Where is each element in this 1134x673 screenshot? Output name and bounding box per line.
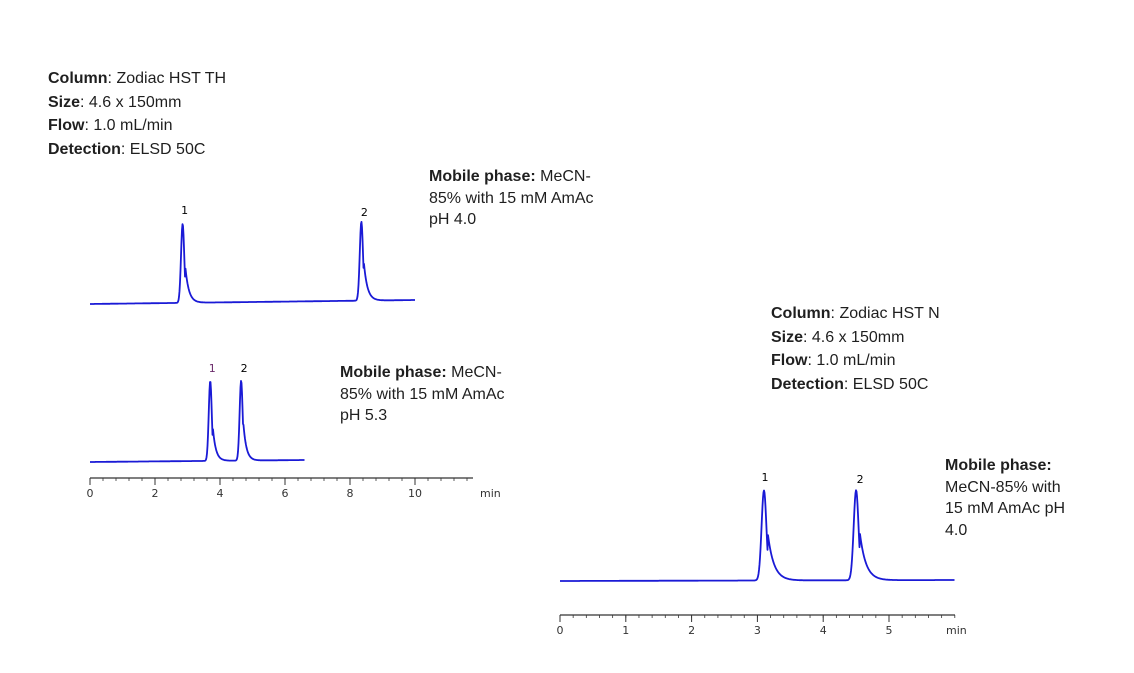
size-value: 4.6 x 150mm — [811, 328, 905, 346]
x-tick-label: 10 — [408, 487, 422, 500]
x-tick-label: 6 — [282, 487, 289, 500]
size-row: Size: 4.6 x 150mm — [771, 326, 940, 350]
x-tick-label: 0 — [87, 487, 94, 500]
mobile-phase-text: 4.0 — [945, 521, 968, 539]
separator: : — [803, 328, 812, 346]
x-tick-label: 1 — [622, 624, 629, 637]
mobile-phase-line: Mobile phase: — [945, 455, 1065, 477]
column-row: Column: Zodiac HST N — [771, 302, 940, 326]
detection-row: Detection: ELSD 50C — [771, 373, 940, 397]
x-axis-unit: min — [480, 487, 501, 500]
column-row: Column: Zodiac HST TH — [48, 67, 226, 91]
x-tick-label: 8 — [347, 487, 354, 500]
chromatogram-trace — [89, 221, 416, 305]
column-value: Zodiac HST N — [839, 305, 940, 322]
mobile-phase-text: pH 4.0 — [429, 211, 477, 228]
detection-label: Detection — [771, 375, 844, 393]
column-label: Column — [48, 70, 108, 87]
size-label: Size — [48, 93, 81, 111]
mobile-phase-top-left: Mobile phase: MeCN- 85% with 15 mM AmAc … — [429, 166, 594, 231]
mobile-phase-label: Mobile phase: — [340, 364, 447, 381]
x-tick-label: 0 — [557, 624, 564, 637]
size-row: Size: 4.6 x 150mm — [48, 91, 226, 115]
x-tick-label: 2 — [688, 624, 695, 637]
separator: : — [807, 352, 817, 369]
x-tick-label: 3 — [754, 624, 761, 637]
detection-value: ELSD 50C — [129, 140, 206, 158]
mobile-phase-text: MeCN-85% with — [945, 478, 1061, 496]
separator: : — [843, 375, 853, 393]
peak-label: 2 — [241, 362, 248, 375]
size-label: Size — [771, 328, 804, 346]
flow-label: Flow — [771, 352, 808, 369]
separator: : — [80, 93, 89, 111]
separator: : — [830, 305, 840, 322]
separator: : — [120, 140, 130, 158]
mobile-phase-text: MeCN- — [535, 168, 591, 185]
mobile-phase-text: 85% with 15 mM AmAc — [429, 189, 594, 207]
separator: : — [107, 70, 117, 87]
detection-row: Detection: ELSD 50C — [48, 138, 226, 162]
column-info-right: Column: Zodiac HST N Size: 4.6 x 150mm F… — [771, 302, 940, 396]
flow-row: Flow: 1.0 mL/min — [771, 349, 940, 373]
mobile-phase-bottom-left: Mobile phase: MeCN- 85% with 15 mM AmAc … — [340, 362, 505, 427]
column-value: Zodiac HST TH — [116, 70, 227, 87]
mobile-phase-line: Mobile phase: MeCN- — [429, 166, 594, 188]
flow-label: Flow — [48, 117, 85, 134]
detection-label: Detection — [48, 140, 121, 158]
peak-label: 2 — [361, 206, 368, 219]
mobile-phase-text: pH 5.3 — [340, 407, 388, 424]
peak-label: 1 — [209, 362, 216, 375]
mobile-phase-text: MeCN- — [446, 364, 502, 381]
size-value: 4.6 x 150mm — [88, 93, 182, 111]
flow-value: 1.0 mL/min — [816, 352, 896, 369]
mobile-phase-label: Mobile phase: — [429, 168, 536, 185]
x-tick-label: 4 — [217, 487, 224, 500]
separator: : — [84, 117, 94, 134]
flow-value: 1.0 mL/min — [93, 117, 173, 134]
mobile-phase-text: 85% with 15 mM AmAc — [340, 385, 505, 403]
mobile-phase-label: Mobile phase: — [945, 457, 1052, 474]
column-info-left: Column: Zodiac HST TH Size: 4.6 x 150mm … — [48, 67, 226, 161]
chromatogram-trace — [89, 380, 305, 463]
detection-value: ELSD 50C — [852, 375, 929, 393]
column-label: Column — [771, 305, 831, 322]
mobile-phase-right: Mobile phase: MeCN-85% with 15 mM AmAc p… — [945, 455, 1065, 541]
x-axis-unit: min — [946, 624, 967, 637]
peak-label: 2 — [857, 473, 864, 486]
flow-row: Flow: 1.0 mL/min — [48, 114, 226, 138]
x-tick-label: 5 — [886, 624, 893, 637]
x-tick-label: 4 — [820, 624, 827, 637]
peak-label: 1 — [762, 471, 769, 484]
chromatogram-trace — [559, 489, 955, 582]
mobile-phase-text: 15 mM AmAc pH — [945, 500, 1066, 517]
peak-label: 1 — [181, 204, 188, 217]
mobile-phase-line: Mobile phase: MeCN- — [340, 362, 505, 384]
x-tick-label: 2 — [152, 487, 159, 500]
